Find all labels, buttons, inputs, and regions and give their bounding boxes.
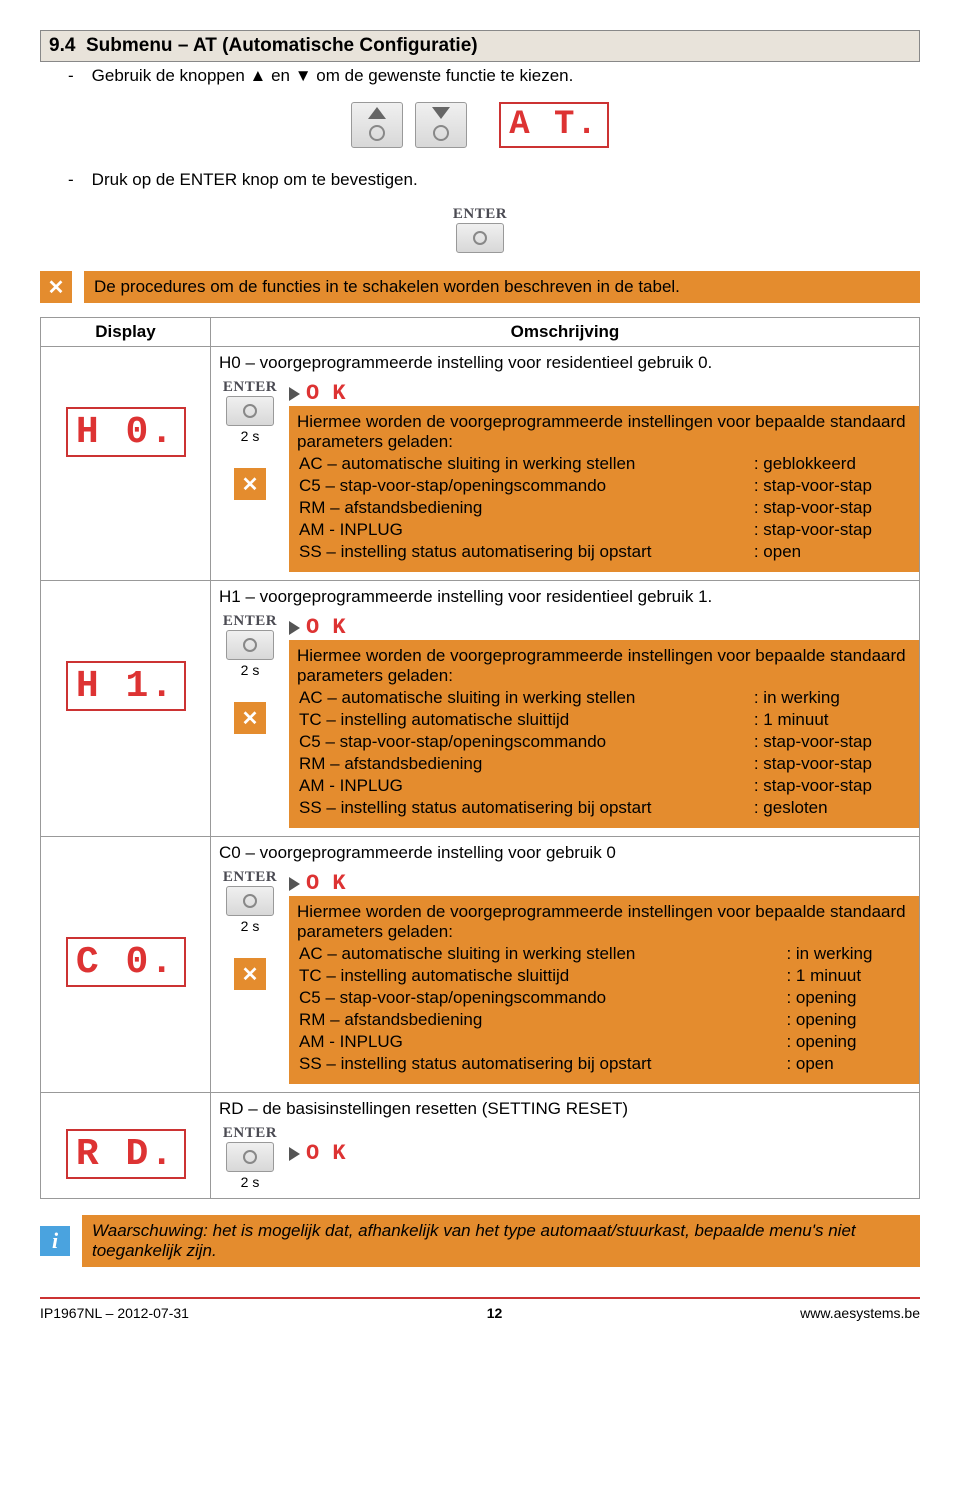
arrow-right-icon: [289, 621, 300, 635]
intro-text: om de gewenste functie te kiezen.: [316, 66, 573, 85]
ok-indicator: O K: [289, 381, 919, 406]
bullet: -: [68, 170, 74, 190]
duration: 2 s: [241, 1174, 260, 1190]
display-h0: H 0.: [66, 407, 186, 457]
ok-icon: O K: [306, 381, 346, 406]
table-row: H 1. H1 – voorgeprogrammeerde instelling…: [41, 581, 920, 837]
arrow-right-icon: [289, 877, 300, 891]
intro-text: en: [271, 66, 295, 85]
arrow-buttons-row: A T.: [40, 102, 920, 148]
procedures-note-row: De procedures om de functies in te schak…: [40, 271, 920, 303]
param-table: AC – automatische sluiting in werking st…: [297, 942, 911, 1076]
table-row: R D. RD – de basisinstellingen resetten …: [41, 1093, 920, 1199]
enter-button: ENTER: [219, 613, 281, 660]
param-table: AC – automatische sluiting in werking st…: [297, 686, 911, 820]
triangle-up-icon: [368, 107, 386, 119]
param-block: Hiermee worden de voorgeprogrammeerde in…: [289, 640, 919, 828]
display-h1: H 1.: [66, 661, 186, 711]
intro-text: Druk op de ENTER knop om te bevestigen.: [92, 170, 418, 190]
row-title: H1 – voorgeprogrammeerde instelling voor…: [211, 581, 919, 613]
header-description: Omschrijving: [211, 318, 920, 347]
button-circle: [433, 125, 449, 141]
param-intro: Hiermee worden de voorgeprogrammeerde in…: [297, 412, 911, 452]
duration: 2 s: [241, 918, 260, 934]
param-intro: Hiermee worden de voorgeprogrammeerde in…: [297, 902, 911, 942]
duration: 2 s: [241, 662, 260, 678]
instruction-line-2: - Druk op de ENTER knop om te bevestigen…: [40, 166, 920, 194]
ok-icon: O K: [306, 871, 346, 896]
ok-icon: O K: [306, 1141, 346, 1166]
warning-row: i Waarschuwing: het is mogelijk dat, afh…: [40, 1215, 920, 1267]
header-display: Display: [41, 318, 211, 347]
enter-button: ENTER: [219, 379, 281, 426]
enter-button: ENTER: [449, 206, 511, 253]
warning-text: Waarschuwing: het is mogelijk dat, afhan…: [82, 1215, 920, 1267]
ok-indicator: O K: [289, 871, 919, 896]
table-row: C 0. C0 – voorgeprogrammeerde instelling…: [41, 837, 920, 1093]
tools-icon: [234, 958, 266, 990]
ok-indicator: O K: [289, 615, 919, 640]
row-title: RD – de basisinstellingen resetten (SETT…: [211, 1093, 919, 1125]
display-c0: C 0.: [66, 937, 186, 987]
bullet: -: [68, 66, 74, 86]
ok-icon: O K: [306, 615, 346, 640]
enter-button-body: [456, 223, 504, 253]
footer-right: www.aesystems.be: [800, 1305, 920, 1321]
procedures-note: De procedures om de functies in te schak…: [84, 271, 920, 303]
duration: 2 s: [241, 428, 260, 444]
row-title: H0 – voorgeprogrammeerde instelling voor…: [211, 347, 919, 379]
section-number: 9.4: [49, 35, 75, 56]
param-block: Hiermee worden de voorgeprogrammeerde in…: [289, 406, 919, 572]
enter-button: ENTER: [219, 1125, 281, 1172]
arrow-right-icon: [289, 1147, 300, 1161]
display-at: A T.: [499, 102, 609, 148]
enter-button-row: ENTER: [40, 206, 920, 253]
enter-label: ENTER: [453, 206, 507, 223]
footer-left: IP1967NL – 2012-07-31: [40, 1305, 189, 1321]
tools-icon: [234, 468, 266, 500]
param-block: Hiermee worden de voorgeprogrammeerde in…: [289, 896, 919, 1084]
page-footer: IP1967NL – 2012-07-31 12 www.aesystems.b…: [40, 1297, 920, 1321]
triangle-up-icon: ▲: [250, 66, 267, 85]
tools-icon: [234, 702, 266, 734]
ok-indicator: O K: [289, 1141, 919, 1166]
enter-button: ENTER: [219, 869, 281, 916]
tools-icon: [40, 271, 72, 303]
section-header: 9.4 Submenu – AT (Automatische Configura…: [40, 30, 920, 62]
triangle-down-icon: ▼: [295, 66, 312, 85]
param-table: AC – automatische sluiting in werking st…: [297, 452, 911, 564]
table-row: H 0. H0 – voorgeprogrammeerde instelling…: [41, 347, 920, 581]
param-intro: Hiermee worden de voorgeprogrammeerde in…: [297, 646, 911, 686]
intro-text: Gebruik de knoppen: [92, 66, 250, 85]
button-circle: [369, 125, 385, 141]
page-number: 12: [487, 1305, 503, 1321]
down-button: [415, 102, 467, 148]
instruction-line-1: - Gebruik de knoppen ▲ en ▼ om de gewens…: [40, 62, 920, 90]
section-title: Submenu – AT (Automatische Configuratie): [86, 35, 478, 56]
info-icon: i: [40, 1226, 70, 1256]
up-button: [351, 102, 403, 148]
arrow-right-icon: [289, 387, 300, 401]
display-rd: R D.: [66, 1129, 186, 1179]
triangle-down-icon: [432, 107, 450, 119]
row-title: C0 – voorgeprogrammeerde instelling voor…: [211, 837, 919, 869]
settings-table: Display Omschrijving H 0. H0 – voorgepro…: [40, 317, 920, 1199]
